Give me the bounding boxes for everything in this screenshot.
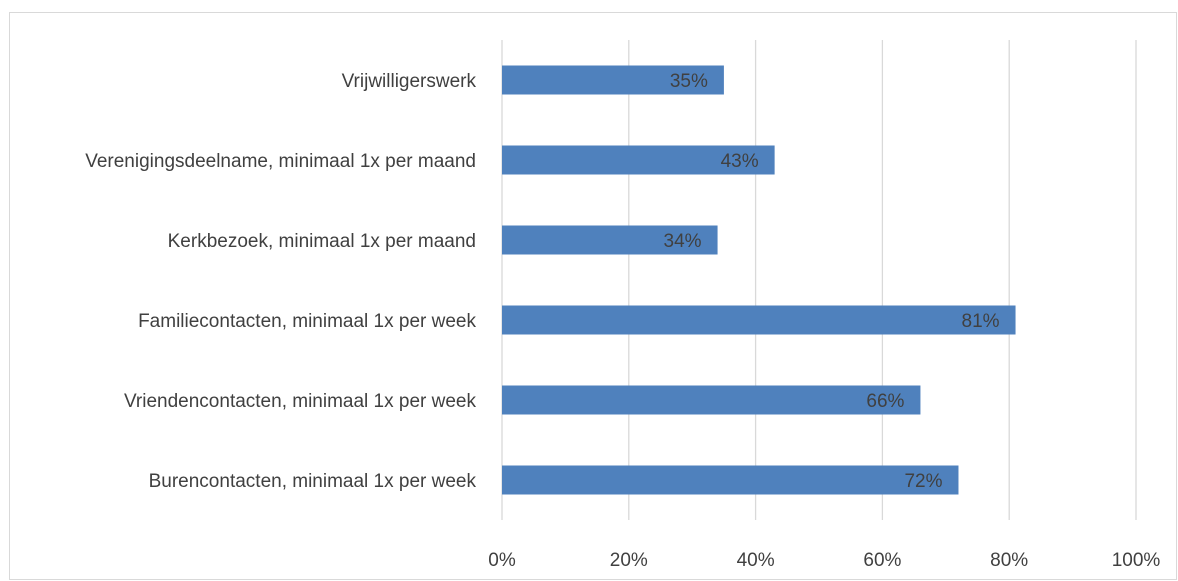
category-label: Kerkbezoek, minimaal 1x per maand bbox=[168, 231, 476, 252]
bar bbox=[502, 225, 718, 255]
x-tick-label: 60% bbox=[863, 550, 901, 571]
data-label: 35% bbox=[670, 71, 708, 92]
bar bbox=[502, 465, 959, 495]
label-layer: 0% 20% 40% 60% 80% 100% Vrijwilligerswerk 35% Ve… bbox=[85, 71, 1160, 571]
data-label: 81% bbox=[962, 311, 1000, 332]
category-label: Vriendencontacten, minimaal 1x per week bbox=[124, 391, 477, 412]
x-tick-label: 20% bbox=[610, 550, 648, 571]
grid-layer bbox=[501, 40, 1137, 520]
data-label: 72% bbox=[904, 471, 942, 492]
data-label: 43% bbox=[721, 151, 759, 172]
x-tick-label: 100% bbox=[1112, 550, 1161, 571]
data-label: 34% bbox=[664, 231, 702, 252]
data-label: 66% bbox=[866, 391, 904, 412]
bar bbox=[502, 145, 775, 175]
bar bbox=[502, 385, 921, 415]
category-label: Familiecontacten, minimaal 1x per week bbox=[138, 311, 476, 332]
bar bbox=[502, 65, 724, 95]
x-tick-label: 0% bbox=[488, 550, 516, 571]
category-label: Burencontacten, minimaal 1x per week bbox=[149, 471, 477, 492]
bar bbox=[502, 305, 1016, 335]
bar-layer bbox=[502, 65, 1016, 495]
x-tick-label: 80% bbox=[990, 550, 1028, 571]
category-label: Verenigingsdeelname, minimaal 1x per maa… bbox=[85, 151, 476, 172]
category-label: Vrijwilligerswerk bbox=[342, 71, 477, 92]
x-tick-label: 40% bbox=[737, 550, 775, 571]
